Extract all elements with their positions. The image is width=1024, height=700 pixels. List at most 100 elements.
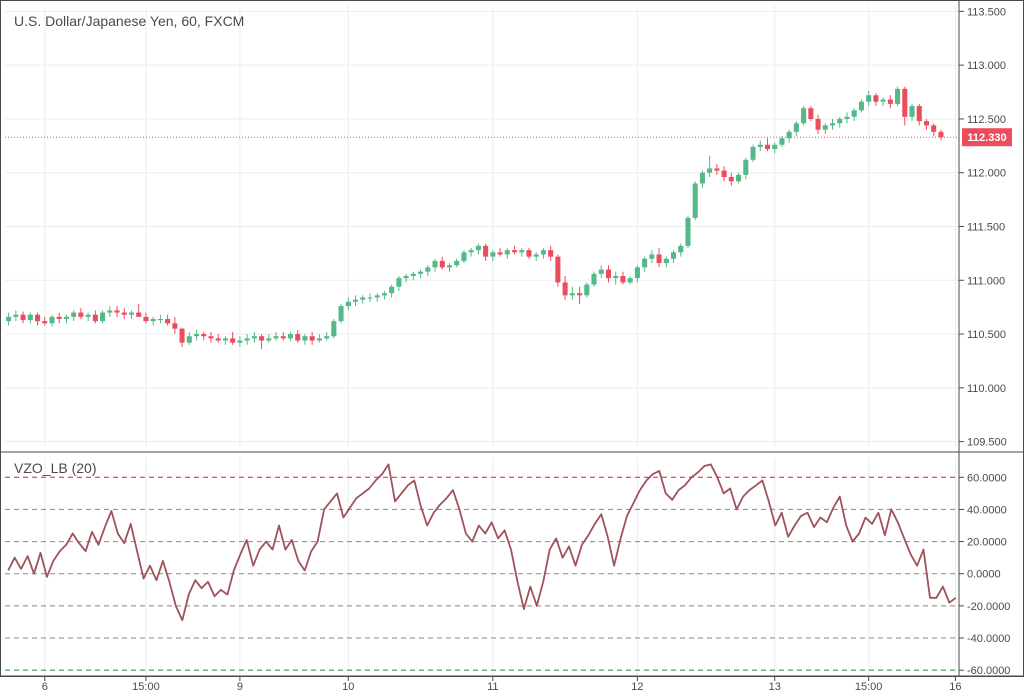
candle-body bbox=[280, 336, 286, 339]
candle-body bbox=[179, 328, 185, 343]
y-tick-label-main: 111.000 bbox=[967, 275, 1005, 287]
candle-body bbox=[931, 125, 937, 132]
candle-body bbox=[721, 170, 727, 178]
candle-body bbox=[237, 340, 243, 343]
oscillator-levels bbox=[5, 476, 959, 671]
y-tick-label-main: 109.500 bbox=[967, 437, 1007, 449]
candle-body bbox=[895, 88, 901, 104]
candle-body bbox=[100, 312, 106, 322]
candle-body bbox=[222, 338, 228, 341]
candle-body bbox=[642, 258, 648, 268]
candle-body bbox=[772, 144, 778, 150]
candle-body bbox=[540, 250, 546, 255]
candle-body bbox=[548, 250, 554, 257]
candle-body bbox=[743, 159, 749, 175]
candle-body bbox=[360, 297, 366, 300]
candle-body bbox=[418, 271, 424, 274]
candle-body bbox=[591, 273, 597, 285]
main-chart-title: U.S. Dollar/Japanese Yen, 60, FXCM bbox=[14, 13, 244, 29]
candle-body bbox=[287, 334, 294, 339]
candle-body bbox=[324, 336, 330, 339]
candle-body bbox=[851, 110, 857, 117]
candle-body bbox=[150, 319, 156, 322]
candle-body bbox=[316, 338, 322, 341]
candle-body bbox=[699, 172, 705, 184]
candle-body bbox=[678, 245, 684, 253]
candle-body bbox=[114, 310, 120, 313]
candle-body bbox=[801, 108, 807, 124]
y-tick-label-main: 113.000 bbox=[967, 60, 1006, 72]
candle-body bbox=[562, 282, 568, 296]
candle-body bbox=[309, 336, 315, 341]
candle-body bbox=[331, 321, 337, 337]
candle-body bbox=[27, 314, 33, 321]
candle-body bbox=[569, 293, 575, 296]
candle-body bbox=[880, 99, 886, 102]
candle-body bbox=[757, 144, 763, 147]
y-tick-label-oscillator: 0.0000 bbox=[967, 569, 1001, 581]
candle-body bbox=[613, 275, 619, 279]
x-tick-label: 6 bbox=[42, 681, 48, 693]
x-tick-label: 13 bbox=[769, 681, 781, 693]
candle-body bbox=[866, 95, 872, 102]
candle-body bbox=[92, 314, 98, 322]
candle-body bbox=[345, 301, 351, 307]
candle-body bbox=[165, 319, 171, 324]
candle-body bbox=[295, 334, 301, 341]
candle-body bbox=[352, 299, 359, 302]
candle-body bbox=[374, 295, 380, 298]
candle-body bbox=[808, 108, 814, 119]
candle-body bbox=[519, 250, 525, 253]
candle-body bbox=[728, 177, 734, 182]
candle-body bbox=[49, 316, 55, 324]
candle-body bbox=[186, 336, 192, 343]
candle-body bbox=[71, 312, 77, 317]
candle-body bbox=[511, 250, 518, 253]
candle-body bbox=[425, 267, 431, 272]
candle-body bbox=[157, 319, 163, 321]
candle-body bbox=[605, 269, 612, 279]
x-tick-label: 15:00 bbox=[132, 681, 160, 693]
oscillator-series bbox=[7, 463, 957, 622]
candle-body bbox=[244, 338, 250, 341]
x-tick-label: 15:00 bbox=[855, 681, 883, 693]
candle-body bbox=[230, 338, 236, 343]
x-tick-label: 16 bbox=[949, 681, 961, 693]
last-price-marker: 112.330 bbox=[962, 128, 1012, 147]
candle-body bbox=[475, 245, 481, 251]
y-tick-label-oscillator: -60.0000 bbox=[967, 665, 1010, 677]
candle-body bbox=[403, 275, 409, 279]
candle-body bbox=[685, 217, 691, 246]
candle-body bbox=[215, 338, 221, 341]
candle-body bbox=[736, 174, 742, 182]
candle-body bbox=[410, 273, 416, 276]
candle-body bbox=[13, 314, 19, 317]
candle-body bbox=[128, 312, 135, 315]
candle-body bbox=[251, 336, 257, 339]
candle-body bbox=[844, 116, 850, 119]
candle-body bbox=[461, 252, 467, 261]
candle-body bbox=[78, 312, 84, 317]
y-tick-label-oscillator: -40.0000 bbox=[967, 633, 1010, 645]
y-tick-label-main: 112.000 bbox=[967, 168, 1006, 180]
candle-body bbox=[793, 123, 799, 132]
candle-body bbox=[497, 252, 503, 255]
candle-body bbox=[786, 131, 792, 139]
y-tick-label-oscillator: 20.0000 bbox=[967, 537, 1007, 549]
oscillator-line bbox=[7, 463, 957, 622]
grid-layer bbox=[5, 6, 959, 675]
candle-body bbox=[938, 131, 944, 138]
candle-body bbox=[338, 306, 344, 322]
candle-body bbox=[136, 312, 142, 317]
x-tick-label: 9 bbox=[237, 681, 243, 693]
candle-body bbox=[627, 278, 633, 283]
candle-body bbox=[367, 297, 373, 299]
candle-body bbox=[902, 88, 908, 117]
candle-body bbox=[526, 250, 532, 257]
candle-body bbox=[143, 316, 149, 322]
candlestick-series bbox=[6, 86, 944, 350]
candle-body bbox=[692, 183, 698, 218]
candle-body bbox=[193, 334, 200, 337]
candle-body bbox=[6, 316, 12, 322]
